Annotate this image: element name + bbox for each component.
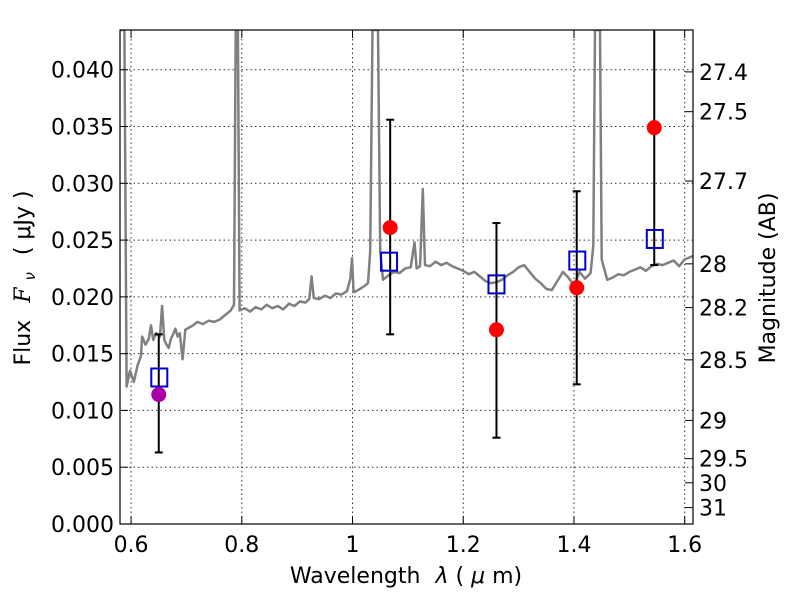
- mag-tick-label: 27.7: [699, 170, 748, 195]
- x-tick-label: 1.2: [446, 533, 481, 558]
- y-axis-label-unit: ( μJy ): [11, 190, 36, 255]
- y-tick-label: 0.040: [51, 59, 114, 84]
- mag-tick-label: 30: [699, 472, 727, 497]
- model-point: [487, 274, 506, 295]
- x-tick-label: 1: [346, 533, 360, 558]
- mag-tick-label: 28.2: [699, 297, 748, 322]
- grid-layer: [120, 30, 693, 524]
- y-tick-label: 0.000: [51, 513, 114, 538]
- plot-layer: [120, 30, 693, 388]
- y-axis-label-sub: ν: [21, 272, 39, 280]
- y-tick-label: 0.035: [51, 116, 114, 141]
- spectrum-line: [120, 30, 693, 388]
- x-axis-label-unit-open: (: [455, 564, 464, 589]
- x-tick-label: 1.4: [556, 533, 591, 558]
- x-axis-label-symbol: λ: [434, 564, 448, 589]
- model-point: [380, 251, 399, 272]
- y-tick-label: 0.020: [51, 286, 114, 311]
- model-point: [645, 228, 664, 249]
- y-axis-label-text: Flux: [11, 320, 36, 366]
- observed-point: [151, 387, 167, 403]
- y-tick-label: 0.010: [51, 399, 114, 424]
- x-tick-label: 0.6: [114, 533, 149, 558]
- mag-tick-label: 28.5: [699, 349, 748, 374]
- x-tick-label: 0.8: [224, 533, 259, 558]
- x-axis-label-text: Wavelength: [290, 564, 421, 589]
- mag-tick-label: 31: [699, 497, 727, 522]
- ticks-layer: 0.6 0.8 1 1.2 1.4 1.6 0.000 0.005 0.010 0.015 0.02…: [51, 30, 748, 558]
- x-tick-label: 1.6: [667, 533, 702, 558]
- points-layer: [150, 30, 664, 454]
- x-axis-label-mu: μ: [470, 564, 485, 589]
- mag-tick-label: 29: [699, 409, 727, 434]
- observed-point: [569, 280, 585, 296]
- model-point: [150, 367, 169, 388]
- right-axis-label: Magnitude (AB): [756, 193, 781, 364]
- y-tick-label: 0.015: [51, 343, 114, 368]
- observed-point: [382, 220, 398, 236]
- y-tick-label: 0.005: [51, 456, 114, 481]
- y-axis-label: Flux F ν ( μJy ): [11, 190, 41, 365]
- x-axis-label-unit-close: m): [492, 564, 522, 589]
- y-tick-label: 0.025: [51, 229, 114, 254]
- y-axis-label-symbol: F: [11, 287, 36, 304]
- observed-point: [488, 322, 504, 338]
- mag-tick-label: 27.4: [699, 61, 748, 86]
- y-tick-label: 0.030: [51, 172, 114, 197]
- mag-tick-label: 28: [699, 253, 727, 278]
- plot-frame: [119, 29, 694, 525]
- model-point: [568, 250, 587, 271]
- x-axis-label: Wavelength λ ( μ m): [290, 564, 522, 589]
- observed-point: [646, 120, 662, 136]
- mag-tick-label: 27.5: [699, 101, 748, 126]
- mag-tick-label: 29.5: [699, 448, 748, 473]
